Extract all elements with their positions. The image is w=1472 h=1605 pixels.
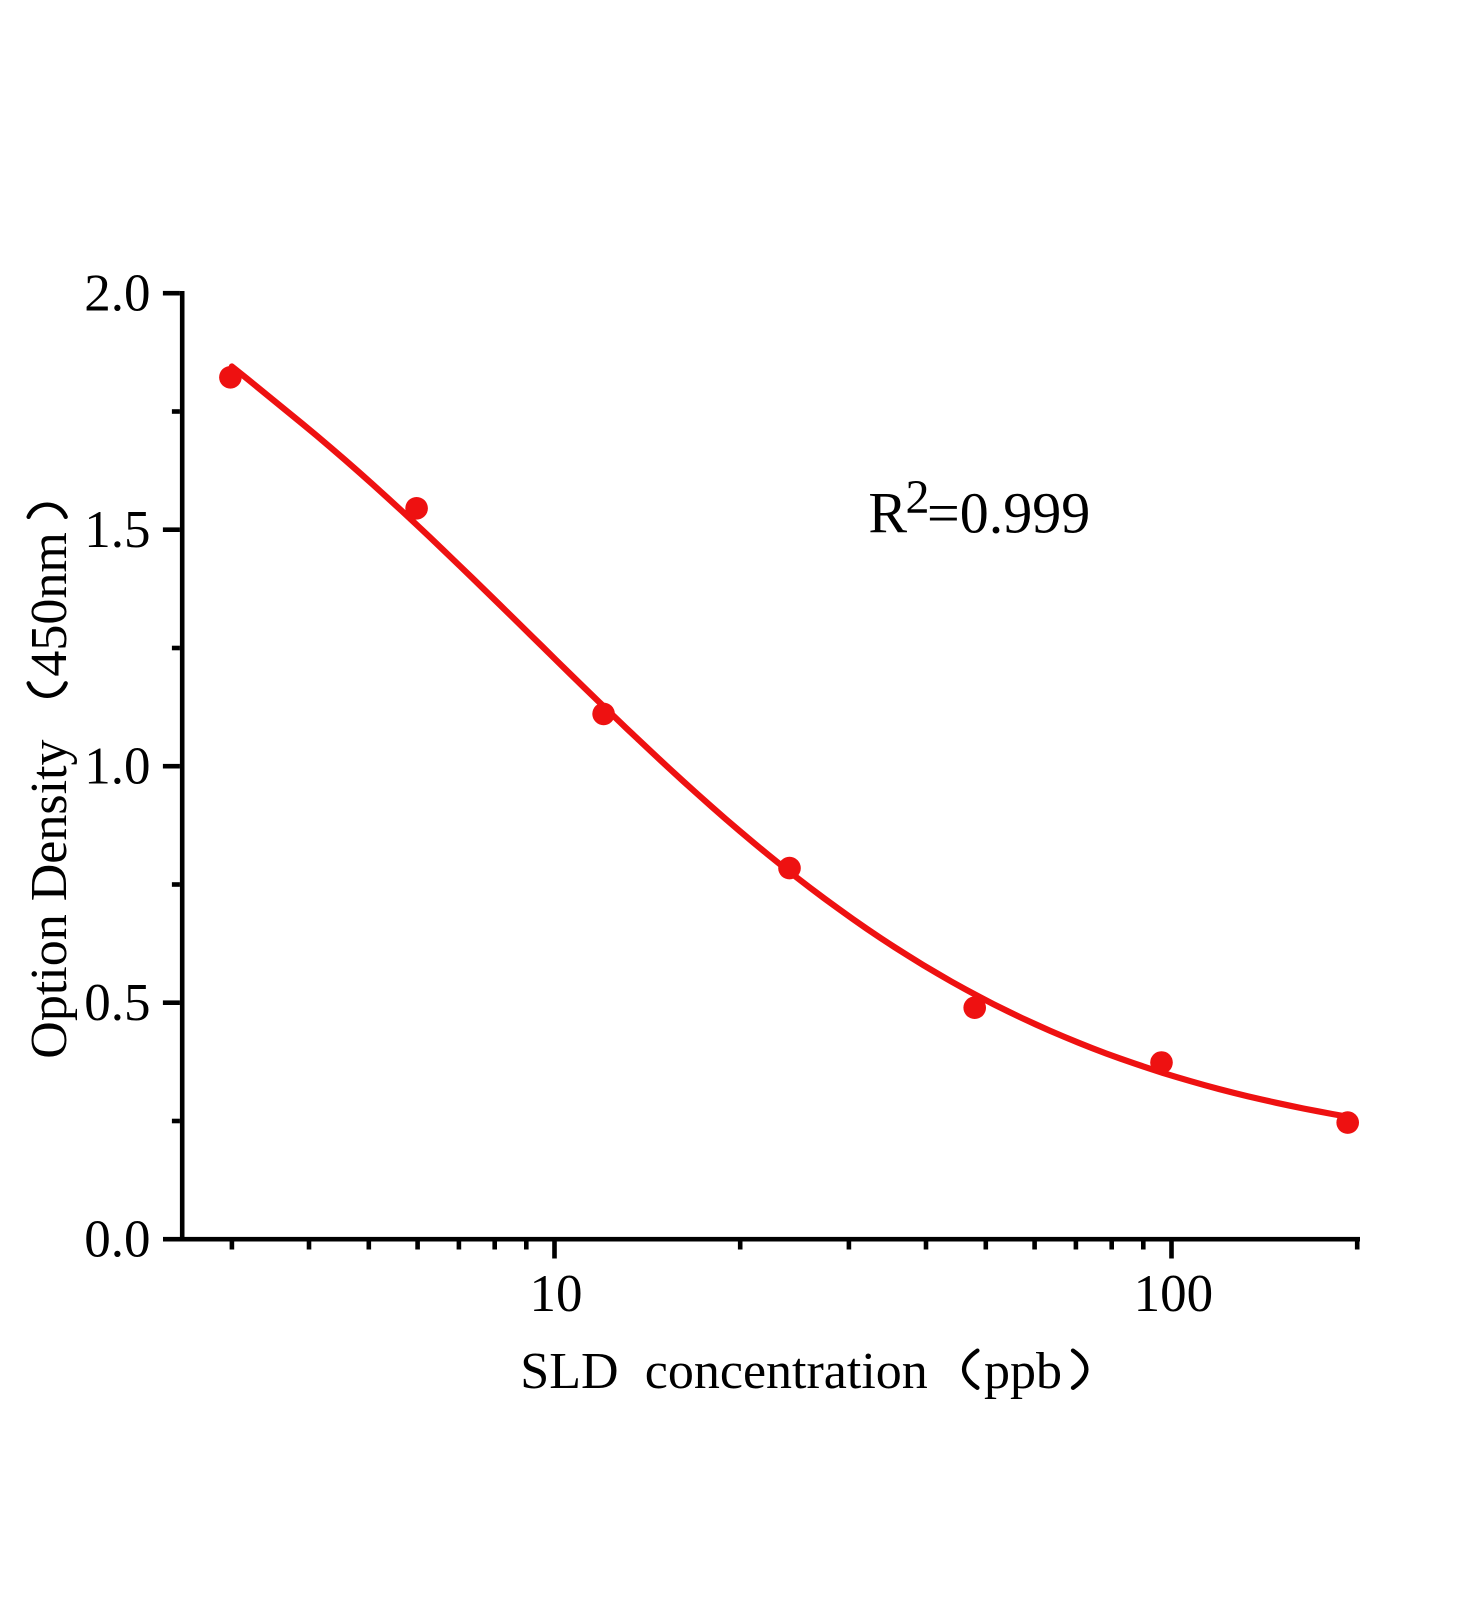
svg-text:10: 10 [530,1265,583,1323]
svg-text:concentration: concentration [645,1343,928,1400]
svg-text:1.0: 1.0 [84,738,150,796]
svg-text:2.0: 2.0 [84,265,150,323]
svg-text:0.0: 0.0 [84,1211,150,1269]
svg-text:=0.999: =0.999 [927,481,1090,546]
svg-text:ppb: ppb [984,1343,1062,1400]
svg-text:SLD: SLD [520,1343,618,1400]
svg-text:100: 100 [1134,1265,1214,1323]
svg-text:Option Density: Option Density [21,739,78,1058]
svg-text:0.5: 0.5 [84,974,150,1032]
svg-text:R: R [868,481,907,546]
svg-text:450nm: 450nm [21,532,78,676]
svg-text:1.5: 1.5 [84,501,150,559]
